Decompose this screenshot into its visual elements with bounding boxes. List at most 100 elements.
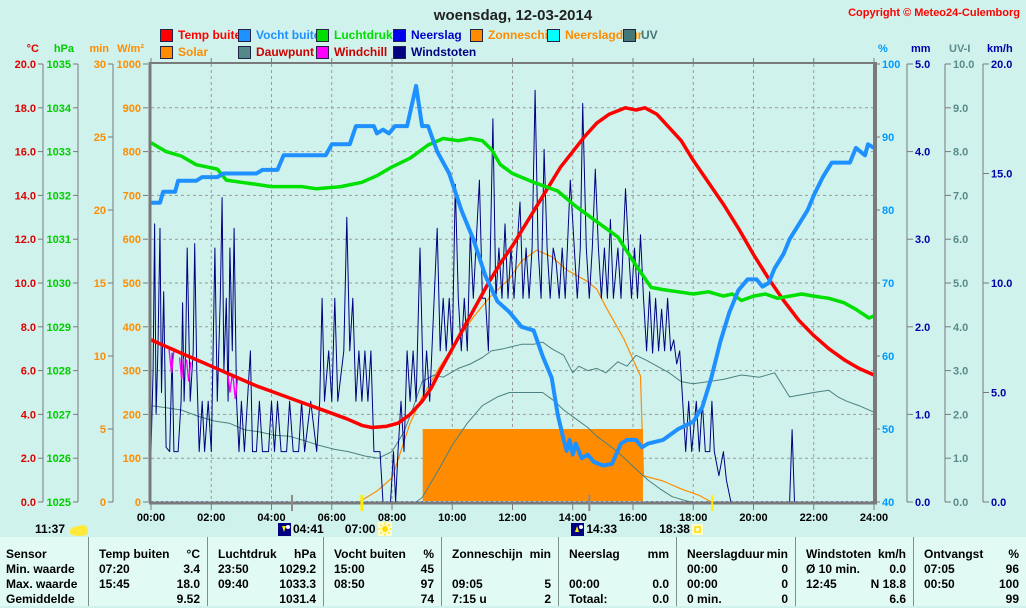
cell-time <box>324 592 334 606</box>
cell-value: °C <box>186 547 200 561</box>
axis-label-wm2: 900 <box>123 103 141 115</box>
cell-time: 00:00 <box>687 577 718 591</box>
table-column-divider <box>323 537 324 606</box>
time-stamp: 11:37 <box>35 522 91 536</box>
axis-label-min: 15 <box>94 278 106 290</box>
table-cell: 9.52 <box>89 592 206 606</box>
table-header-cell: Windstoten km/h <box>796 547 912 561</box>
legend-label: Windchill <box>334 45 388 59</box>
cell-value: 0 <box>781 592 788 606</box>
legend-label: Neerslag <box>411 28 462 42</box>
x-tick-label: 04:00 <box>257 512 285 524</box>
legend-label: Windstoten <box>411 45 477 59</box>
axis-unit-kmh: km/h <box>987 43 1013 55</box>
axis-label-hpa: 1029 <box>47 322 71 334</box>
axis-label-mm: 4.0 <box>915 147 930 159</box>
axis-label-mm: 5.0 <box>915 59 930 71</box>
table-column-divider <box>676 537 677 606</box>
cell-value: % <box>1008 547 1019 561</box>
series-windchill <box>168 349 175 373</box>
x-tick-label: 12:00 <box>498 512 526 524</box>
table-column-divider <box>558 537 559 606</box>
axis-unit-wm2: W/m² <box>117 43 144 55</box>
cell-time <box>914 592 924 606</box>
cell-value: 1029.2 <box>279 562 316 576</box>
legend-item-temp-buiten: Temp buiten <box>160 28 248 42</box>
table-cell: 07:05 96 <box>914 562 1025 576</box>
cell-time: Zonneschijn <box>452 547 523 561</box>
axis-label-c: 6.0 <box>21 366 36 378</box>
axis-label-c: 20.0 <box>15 59 36 71</box>
series-uv <box>415 392 694 503</box>
table-cell: 15:00 45 <box>324 562 440 576</box>
axis-label-min: 5 <box>100 424 106 436</box>
axis-label-kmh: 15.0 <box>991 169 1012 181</box>
series-windchill <box>178 357 185 380</box>
cell-time: 07:05 <box>924 562 955 576</box>
axis-unit-hpa: hPa <box>54 43 75 55</box>
axis-label-wm2: 400 <box>123 322 141 334</box>
axis-label-hpa: 1030 <box>47 278 71 290</box>
table-cell: Ø 10 min. 0.0 <box>796 562 912 576</box>
table-row-label: Min. waarde <box>6 562 75 576</box>
legend-swatch-icon <box>547 28 560 42</box>
axis-label-wm2: 500 <box>123 278 141 290</box>
cell-value: 74 <box>420 592 434 606</box>
moonset-icon <box>277 522 291 536</box>
legend-swatch-icon <box>160 45 173 59</box>
legend-swatch-icon <box>238 45 251 59</box>
cell-time: 15:00 <box>334 562 365 576</box>
cell-time: Totaal: <box>569 592 608 606</box>
axis-label-uvi: 3.0 <box>953 366 968 378</box>
cell-time: 0 min. <box>687 592 722 606</box>
legend-label: Solar <box>178 45 209 59</box>
cell-time: Vocht buiten <box>334 547 406 561</box>
cell-time: 09:05 <box>452 577 483 591</box>
table-column-divider <box>88 537 89 606</box>
cell-time: 00:50 <box>924 577 955 591</box>
table-column-divider <box>441 537 442 606</box>
axis-label-wm2: 300 <box>123 366 141 378</box>
cell-time: 08:50 <box>334 577 365 591</box>
table-header-cell: Neerslag mm <box>559 547 675 561</box>
axis-unit-min: min <box>89 43 109 55</box>
series-windchill <box>232 374 239 400</box>
cell-time: Neerslag <box>569 547 620 561</box>
x-tick-label: 22:00 <box>800 512 828 524</box>
table-cell: 00:00 0.0 <box>559 577 675 591</box>
cell-time: 00:00 <box>569 577 600 591</box>
table-column-divider <box>795 537 796 606</box>
axis-label-kmh: 5.0 <box>991 388 1006 400</box>
table-cell: 00:00 0 <box>677 562 794 576</box>
axis-label-c: 0.0 <box>21 497 36 509</box>
summary-table: Sensor Temp buiten °C Luchtdruk hPa Vocht bui… <box>0 537 1026 606</box>
x-tick-label: 02:00 <box>197 512 225 524</box>
table-cell: 15:45 18.0 <box>89 577 206 591</box>
axis-label-c: 8.0 <box>21 322 36 334</box>
x-tick-label: 14:00 <box>559 512 587 524</box>
axis-label-mm: 2.0 <box>915 322 930 334</box>
legend-item-uv: UV <box>623 28 658 42</box>
table-column-divider <box>207 537 208 606</box>
event-time: 14:33 <box>586 522 618 536</box>
cell-value: km/h <box>877 547 906 561</box>
axis-unit-pct: % <box>878 43 888 55</box>
axis-label-pct: 50 <box>882 424 894 436</box>
cell-value: 0.0 <box>652 577 669 591</box>
table-cell: 23:50 1029.2 <box>208 562 322 576</box>
x-tick-label: 16:00 <box>619 512 647 524</box>
axis-label-hpa: 1032 <box>47 190 71 202</box>
table-cell: 74 <box>324 592 440 606</box>
cell-time: Temp buiten <box>99 547 170 561</box>
table-header-cell: Neerslagduur min <box>677 547 794 561</box>
axis-label-min: 25 <box>94 132 106 144</box>
axis-label-wm2: 200 <box>123 409 141 421</box>
axis-label-min: 0 <box>100 497 106 509</box>
weather-chart: °C 0.0 2.0 4.0 6.0 8.0 10.0 12.0 14.0 16.0 18.0 20.… <box>15 43 1013 524</box>
table-cell: 09:05 5 <box>442 577 557 591</box>
cell-time: 00:00 <box>687 562 718 576</box>
cell-value: 97 <box>420 577 434 591</box>
chart-legend-row-2: Solar Dauwpunt Windchill Windstoten <box>0 45 1026 61</box>
event-time: 04:41 <box>292 522 324 536</box>
legend-swatch-icon <box>623 28 636 42</box>
